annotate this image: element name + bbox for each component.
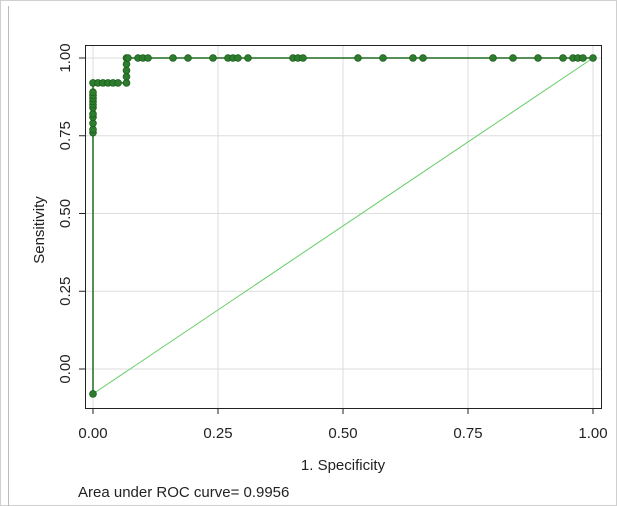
roc-point-40 — [419, 54, 427, 62]
roc-point-39 — [409, 54, 417, 62]
x-tick-label-1: 0.25 — [203, 425, 232, 442]
auc-caption: Area under ROC curve= 0.9956 — [78, 484, 289, 501]
x-axis-ticks: 0.00 0.25 0.50 0.75 1.00 — [78, 408, 608, 442]
roc-point-37 — [354, 54, 362, 62]
roc-point-18 — [122, 79, 131, 87]
y-tick-label-4: 1.00 — [57, 43, 74, 72]
roc-point-28 — [184, 54, 192, 62]
y-tick-label-1: 0.25 — [57, 277, 74, 306]
roc-point-17 — [114, 79, 122, 87]
roc-point-3 — [89, 119, 97, 128]
roc-point-19 — [122, 72, 131, 81]
roc-point-20 — [122, 66, 131, 75]
y-tick-label-0: 0.00 — [57, 354, 74, 383]
roc-point-11 — [89, 88, 97, 97]
roc-point-27 — [169, 54, 177, 62]
x-tick-label-2: 0.50 — [328, 425, 357, 442]
roc-point-32 — [234, 54, 242, 62]
roc-markers — [89, 54, 597, 398]
reference-diagonal — [92, 57, 594, 395]
roc-point-33 — [244, 54, 252, 62]
roc-point-47 — [579, 54, 587, 62]
y-tick-label-2: 0.50 — [57, 199, 74, 228]
roc-point-26 — [144, 54, 152, 62]
roc-point-48 — [589, 54, 597, 62]
roc-point-44 — [559, 54, 567, 62]
y-axis-ticks: 0.00 0.25 0.50 0.75 1.00 — [57, 43, 85, 384]
roc-point-0 — [89, 390, 97, 398]
roc-point-42 — [509, 54, 517, 62]
roc-point-5 — [89, 110, 97, 118]
roc-point-43 — [534, 54, 542, 62]
roc-point-23 — [124, 54, 132, 62]
y-tick-label-3: 0.75 — [57, 121, 74, 150]
x-tick-label-3: 0.75 — [453, 425, 482, 442]
roc-point-38 — [379, 54, 387, 62]
x-axis-title: 1. Specificity — [301, 457, 386, 474]
roc-point-2 — [89, 125, 97, 134]
y-axis-title: Sensitivity — [31, 196, 48, 264]
roc-point-29 — [209, 54, 217, 62]
roc-point-21 — [122, 60, 131, 69]
x-tick-label-0: 0.00 — [78, 425, 107, 442]
reference-line — [92, 57, 594, 395]
roc-point-36 — [299, 54, 307, 62]
roc-point-41 — [489, 54, 497, 62]
x-tick-label-4: 1.00 — [578, 425, 607, 442]
